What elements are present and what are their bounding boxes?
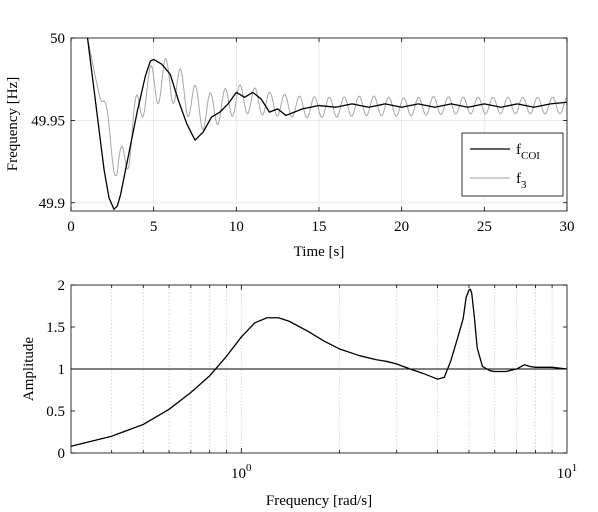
top-x-tick-label: 10 [229, 219, 244, 235]
legend-label-f-coi-main: f [516, 142, 521, 158]
top-ticks [70, 37, 568, 211]
legend-label-f3-main: f [516, 171, 521, 187]
bottom-x-tick-label: 100 [231, 462, 252, 482]
bottom-y-axis-label: Amplitude [21, 337, 37, 402]
top-tick-labels: 0 5 10 15 20 25 30 49.9 49.95 50 [31, 31, 574, 235]
top-y-tick-label: 50 [50, 31, 65, 47]
tick-label-exponent: 0 [246, 462, 252, 474]
top-grid [71, 38, 567, 211]
top-y-axis-label: Frequency [Hz] [5, 77, 21, 172]
series-line-f-coi [86, 37, 568, 210]
legend: fCOI f3 [461, 132, 564, 197]
top-x-tick-label: 20 [394, 219, 409, 235]
top-x-axis-label: Time [s] [294, 244, 345, 260]
bottom-ticks [71, 284, 567, 454]
top-x-tick-label: 5 [150, 219, 158, 235]
top-x-tick-label: 0 [67, 219, 75, 235]
tick-label-base: 10 [557, 466, 572, 482]
bottom-y-tick-label: 2 [58, 278, 66, 294]
bottom-y-tick-label: 0 [58, 446, 66, 462]
bottom-x-axis-label: Frequency [rad/s] [266, 493, 372, 509]
top-y-tick-label: 49.9 [39, 196, 65, 212]
tick-label-base: 10 [231, 466, 246, 482]
legend-label-f3: f3 [516, 171, 527, 191]
top-x-tick-label: 15 [312, 219, 327, 235]
bottom-series [70, 288, 568, 447]
top-y-tick-label: 49.95 [31, 113, 65, 129]
legend-label-f-coi: fCOI [516, 142, 540, 162]
series-line-amplitude [70, 288, 568, 447]
top-x-tick-label: 30 [560, 219, 575, 235]
top-series [86, 37, 568, 210]
top-x-tick-label: 25 [477, 219, 492, 235]
legend-box [461, 132, 564, 197]
bottom-x-tick-label: 101 [557, 462, 578, 482]
bottom-y-tick-label: 1 [58, 362, 66, 378]
legend-label-f3-sub: 3 [521, 179, 527, 191]
top-chart: 0 5 10 15 20 25 30 49.9 49.95 50 Time [s] Frequen… [5, 31, 575, 260]
tick-label-exponent: 1 [572, 462, 578, 474]
bottom-y-tick-label: 1.5 [46, 320, 65, 336]
legend-label-f-coi-sub: COI [521, 150, 540, 162]
bottom-y-tick-label: 0.5 [46, 404, 65, 420]
series-line-f3 [87, 37, 568, 177]
